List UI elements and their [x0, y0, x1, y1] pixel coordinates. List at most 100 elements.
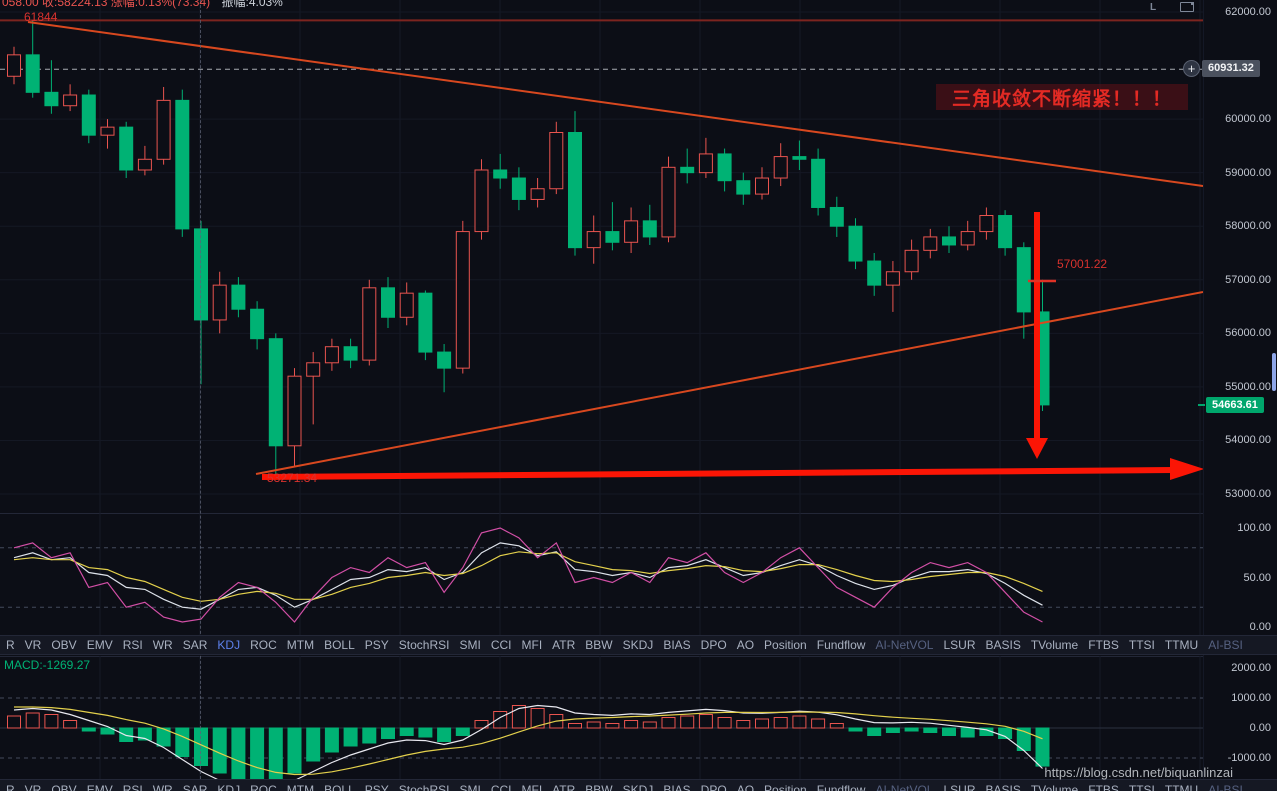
tab-ao[interactable]: AO — [736, 783, 755, 791]
axis-tick-label: 58000.00 — [1225, 220, 1271, 233]
tab-ao[interactable]: AO — [736, 638, 755, 652]
tab-tvolume[interactable]: TVolume — [1030, 638, 1079, 652]
axis-tick-label: 56000.00 — [1225, 327, 1271, 340]
tab-fundflow[interactable]: Fundflow — [816, 783, 866, 791]
macd-value-label: MACD:-1269.27 — [4, 658, 91, 672]
tab-skdj[interactable]: SKDJ — [622, 638, 654, 652]
last-price-badge: 54663.61 — [1206, 396, 1264, 413]
add-alert-plus-icon[interactable]: + — [1183, 60, 1200, 78]
tab-roc[interactable]: ROC — [250, 783, 277, 791]
tab-emv[interactable]: EMV — [86, 638, 113, 652]
macd-indicator-panel[interactable] — [0, 656, 1203, 791]
axis-tick-label: 100.00 — [1237, 522, 1271, 534]
tab-ttmu[interactable]: TTMU — [1164, 783, 1199, 791]
tab-mtm[interactable]: MTM — [286, 783, 315, 791]
tab-bbw[interactable]: BBW — [585, 783, 613, 791]
tab-kdj[interactable]: KDJ — [217, 783, 241, 791]
quote-info-row: 058.00 收:58224.13 涨幅:0.13%(73.34) 振幅:4.0… — [2, 0, 283, 10]
tab-bias[interactable]: BIAS — [663, 783, 691, 791]
tab-wr[interactable]: WR — [152, 783, 173, 791]
watermark-url[interactable]: https://blog.csdn.net/biquanlinzai — [1044, 765, 1233, 780]
axis-tick-label: 59000.00 — [1225, 166, 1271, 179]
tab-cci[interactable]: CCI — [490, 638, 512, 652]
tab-fundflow[interactable]: Fundflow — [816, 638, 866, 652]
tab-rsi[interactable]: RSI — [122, 783, 143, 791]
axis-tick-label: 0.00 — [1249, 621, 1271, 633]
tab-mfi[interactable]: MFI — [521, 783, 543, 791]
upper-price-badge: + 60931.32 — [1183, 60, 1260, 78]
axis-tick-label: 62000.00 — [1225, 6, 1271, 18]
tab-mtm[interactable]: MTM — [286, 638, 315, 652]
landscape-icon[interactable]: L — [1150, 1, 1157, 13]
indicator-tabbar-bottom: R VR OBV EMV RSI WR SAR KDJ ROC MTM BOLL PSY StochRS… — [0, 779, 1277, 791]
tab-atr[interactable]: ATR — [552, 783, 576, 791]
triangle-annotation: 三角收敛不断缩紧！！！ — [936, 84, 1188, 110]
tab-cci[interactable]: CCI — [490, 783, 512, 791]
tab-lsur[interactable]: LSUR — [943, 783, 976, 791]
axis-tick-label: 60000.00 — [1225, 113, 1271, 126]
axis-tick-label: 0.00 — [1249, 722, 1271, 734]
tab-ttsi[interactable]: TTSI — [1128, 638, 1155, 652]
tab-lsur[interactable]: LSUR — [943, 638, 976, 652]
drop-start-price-label: 57001.22 — [1057, 257, 1108, 271]
upper-price-badge-value: 60931.32 — [1202, 60, 1260, 78]
tab-vr[interactable]: VR — [24, 783, 42, 791]
tab-smi[interactable]: SMI — [459, 638, 481, 652]
tab-ttmu[interactable]: TTMU — [1164, 638, 1199, 652]
axis-tick-label: 57000.00 — [1225, 273, 1271, 286]
tab-stochrsi[interactable]: StochRSI — [398, 638, 450, 652]
indicator-tabbar: R VR OBV EMV RSI WR SAR KDJ ROC MTM BOLL PSY StochRS… — [0, 635, 1277, 655]
tab-ai-bsi[interactable]: AI-BSI — [1208, 638, 1243, 652]
tab-boll[interactable]: BOLL — [324, 783, 355, 791]
tab-basis[interactable]: BASIS — [985, 783, 1021, 791]
tab-bbw[interactable]: BBW — [585, 638, 613, 652]
crosshair-vertical-line — [200, 0, 201, 779]
tab-ai-netvol[interactable]: AI-NetVOL — [875, 783, 934, 791]
tab-stochrsi[interactable]: StochRSI — [398, 783, 450, 791]
right-scrollbar[interactable] — [1272, 353, 1276, 391]
chart-corner-icons: L — [1150, 0, 1195, 14]
axis-tick-label: -1000.00 — [1227, 752, 1271, 764]
tab-sar[interactable]: SAR — [182, 638, 208, 652]
tab-smi[interactable]: SMI — [459, 783, 481, 791]
tab-boll[interactable]: BOLL — [324, 638, 355, 652]
tab-sar[interactable]: SAR — [182, 783, 208, 791]
tab-dpo[interactable]: DPO — [700, 638, 727, 652]
tab-dpo[interactable]: DPO — [700, 783, 727, 791]
tab-ftbs[interactable]: FTBS — [1088, 783, 1119, 791]
tab-kdj[interactable]: KDJ — [217, 638, 241, 652]
tab-ai-netvol[interactable]: AI-NetVOL — [875, 638, 934, 652]
kdj-indicator-panel[interactable] — [0, 513, 1203, 636]
tab-basis[interactable]: BASIS — [985, 638, 1021, 652]
axis-tick-label: 55000.00 — [1225, 380, 1271, 393]
tab-ai-bsi[interactable]: AI-BSI — [1208, 783, 1243, 791]
tab-skdj[interactable]: SKDJ — [622, 783, 654, 791]
last-price-tick — [1198, 403, 1205, 406]
axis-tick-label: 50.00 — [1243, 571, 1271, 584]
tab-ftbs[interactable]: FTBS — [1088, 638, 1119, 652]
axis-tick-label: 1000.00 — [1231, 692, 1271, 704]
tab-vr[interactable]: VR — [24, 638, 42, 652]
tab-tvolume[interactable]: TVolume — [1030, 783, 1079, 791]
tab-bias[interactable]: BIAS — [663, 638, 691, 652]
tab-position[interactable]: Position — [764, 783, 807, 791]
candlestick-chart[interactable] — [0, 0, 1203, 513]
axis-tick-label: 2000.00 — [1231, 662, 1271, 674]
tab-wr[interactable]: WR — [152, 638, 173, 652]
tab-ttsi[interactable]: TTSI — [1128, 783, 1155, 791]
tab-emv[interactable]: EMV — [86, 783, 113, 791]
tab-obv[interactable]: OBV — [51, 638, 77, 652]
tab-rsi[interactable]: RSI — [122, 638, 143, 652]
tab-psy[interactable]: PSY — [364, 638, 389, 652]
tab-mfi[interactable]: MFI — [521, 638, 543, 652]
tab-psy[interactable]: PSY — [364, 783, 389, 791]
tab-r[interactable]: R — [6, 783, 15, 791]
low-price-label: 53271.34 — [267, 471, 318, 485]
tab-roc[interactable]: ROC — [250, 638, 277, 652]
tab-atr[interactable]: ATR — [552, 638, 576, 652]
tab-obv[interactable]: OBV — [51, 783, 77, 791]
tab-position[interactable]: Position — [764, 638, 807, 652]
tab-r[interactable]: R — [6, 638, 15, 652]
rotate-screen-icon[interactable] — [1180, 2, 1195, 12]
